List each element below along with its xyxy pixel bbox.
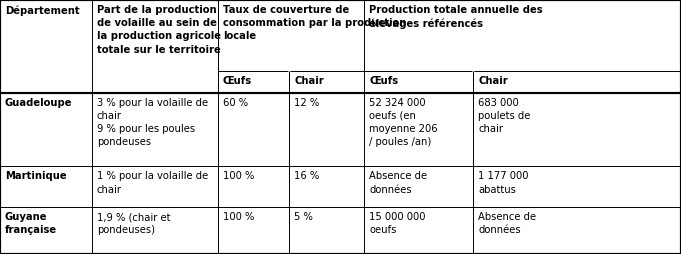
Text: 1 % pour la volaille de
chair: 1 % pour la volaille de chair: [97, 171, 208, 195]
Text: 100 %: 100 %: [223, 212, 254, 222]
Text: 12 %: 12 %: [294, 98, 319, 108]
Text: 683 000
poulets de
chair: 683 000 poulets de chair: [478, 98, 530, 134]
Text: Œufs: Œufs: [369, 76, 398, 86]
Text: Absence de
données: Absence de données: [369, 171, 427, 195]
Text: Martinique: Martinique: [5, 171, 66, 181]
Text: Absence de
données: Absence de données: [478, 212, 536, 235]
Text: Taux de couverture de
consommation par la production
locale: Taux de couverture de consommation par l…: [223, 5, 406, 41]
Text: 15 000 000
oeufs: 15 000 000 oeufs: [369, 212, 426, 235]
Text: Chair: Chair: [294, 76, 324, 86]
Text: 52 324 000
oeufs (en
moyenne 206
/ poules /an): 52 324 000 oeufs (en moyenne 206 / poule…: [369, 98, 438, 147]
Text: Chair: Chair: [478, 76, 508, 86]
Text: Production totale annuelle des
élevages référencés: Production totale annuelle des élevages …: [369, 5, 543, 29]
Text: 60 %: 60 %: [223, 98, 248, 108]
Text: 16 %: 16 %: [294, 171, 319, 181]
Text: Département: Département: [5, 5, 80, 15]
Text: Guyane
française: Guyane française: [5, 212, 57, 235]
Text: Guadeloupe: Guadeloupe: [5, 98, 72, 108]
Text: 5 %: 5 %: [294, 212, 313, 222]
Text: 1 177 000
abattus: 1 177 000 abattus: [478, 171, 528, 195]
Text: 1,9 % (chair et
pondeuses): 1,9 % (chair et pondeuses): [97, 212, 170, 235]
Text: Part de la production
de volaille au sein de
la production agricole
totale sur l: Part de la production de volaille au sei…: [97, 5, 221, 55]
Text: 3 % pour la volaille de
chair
9 % pour les poules
pondeuses: 3 % pour la volaille de chair 9 % pour l…: [97, 98, 208, 147]
Text: Œufs: Œufs: [223, 76, 252, 86]
Text: 100 %: 100 %: [223, 171, 254, 181]
